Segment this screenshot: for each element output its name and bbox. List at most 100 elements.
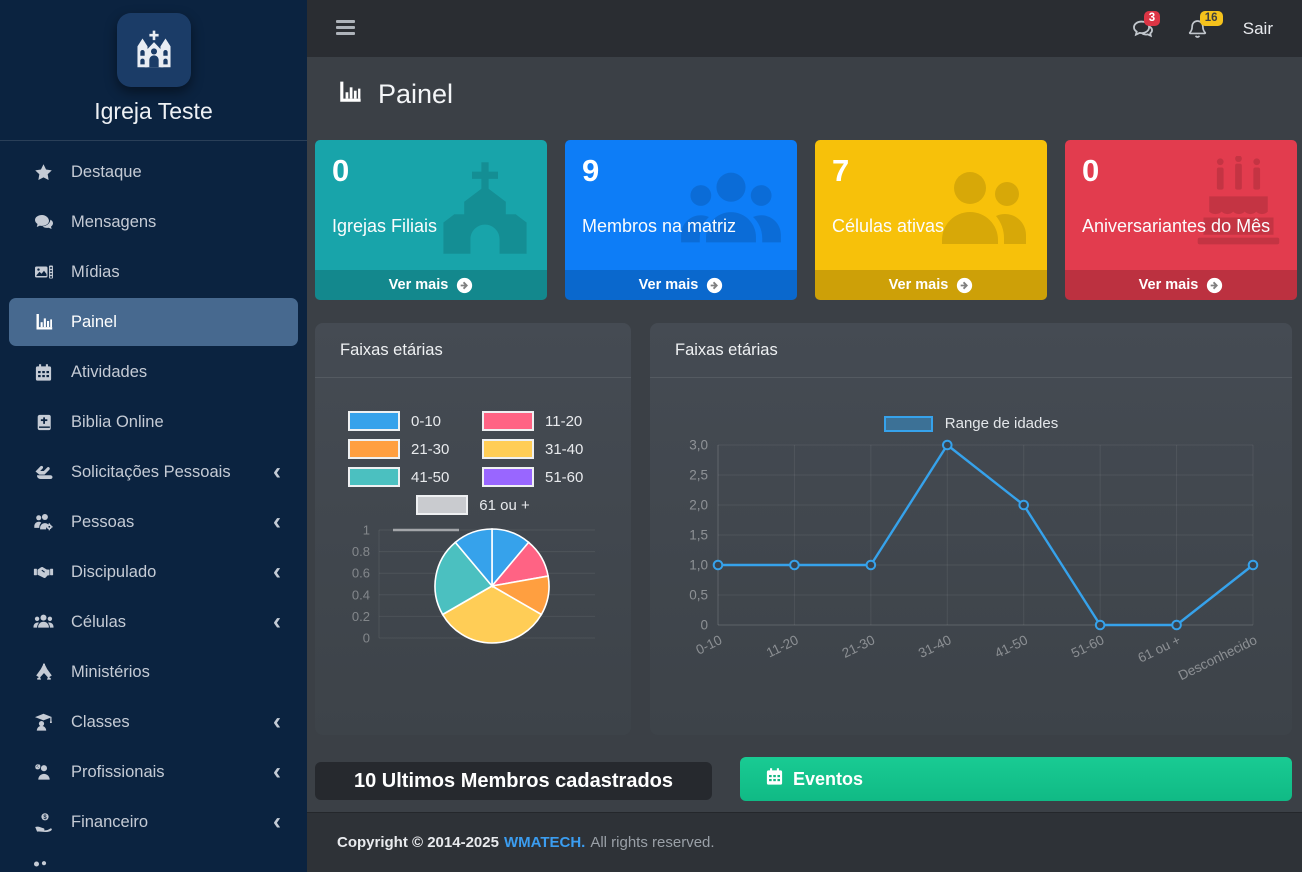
events-panel-header: Eventos (740, 757, 1292, 801)
age-ranges-pie-panel: Faixas etárias 0-10 11-20 21-30 31-40 41… (315, 323, 631, 735)
svg-text:3,0: 3,0 (689, 438, 708, 453)
ver-mais-label: Ver mais (388, 277, 449, 293)
legend-label: 51-60 (545, 468, 584, 486)
pie-legend-item[interactable]: 61 ou + (416, 495, 530, 515)
page-header: Painel (337, 79, 453, 110)
card-value: 0 (332, 153, 350, 188)
ver-mais-link[interactable]: Ver mais (315, 270, 547, 300)
logout-link[interactable]: Sair (1242, 18, 1273, 38)
stat-cards: 0 Igrejas Filiais Ver mais 9 Membros na … (315, 140, 1297, 300)
pie-legend-item[interactable]: 11-20 (482, 411, 598, 431)
legend-swatch (348, 467, 400, 487)
card-membros-matriz: 9 Membros na matriz Ver mais (565, 140, 797, 300)
sidebar-item-label: Destaque (71, 162, 142, 181)
card-label: Membros na matriz (582, 216, 737, 236)
pie-legend-item[interactable]: 51-60 (482, 467, 598, 487)
graduation-icon (31, 712, 56, 732)
ver-mais-link[interactable]: Ver mais (565, 270, 797, 300)
svg-text:51-60: 51-60 (1069, 632, 1107, 661)
user-doctor-icon (31, 762, 56, 782)
sidebar-item-celulas[interactable]: Células (0, 597, 307, 647)
line-legend-item[interactable]: Range de idades (650, 415, 1292, 432)
svg-text:21-30: 21-30 (840, 632, 878, 661)
sidebar-item-pessoas[interactable]: Pessoas (0, 497, 307, 547)
ver-mais-label: Ver mais (638, 277, 699, 293)
notifications-bell-icon[interactable]: 16 (1187, 10, 1223, 40)
svg-text:61 ou +: 61 ou + (1135, 632, 1183, 665)
messages-badge: 3 (1143, 10, 1161, 26)
handshake-icon (31, 562, 56, 582)
sidebar-item-label: Mensagens (71, 212, 157, 231)
sidebar-item-discipulado[interactable]: Discipulado (0, 547, 307, 597)
sidebar-item-label: Células (71, 612, 127, 631)
svg-text:0: 0 (700, 618, 708, 633)
church-icon (433, 156, 537, 265)
card-igrejas-filiais: 0 Igrejas Filiais Ver mais (315, 140, 547, 300)
users-icon (675, 156, 787, 265)
arrow-circle-right-icon (1207, 277, 1223, 293)
pie-legend-item[interactable]: 0-10 (348, 411, 464, 431)
svg-text:31-40: 31-40 (916, 632, 954, 661)
svg-text:Desconhecido: Desconhecido (1176, 632, 1259, 683)
age-ranges-line-panel: Faixas etárias Range de idades 0 0,5 1,0 1,… (650, 323, 1292, 735)
legend-swatch (348, 439, 400, 459)
topbar: 3 16 Sair (307, 0, 1302, 57)
sidebar-item-atividades[interactable]: Atividades (0, 347, 307, 397)
bible-icon (31, 413, 56, 432)
svg-text:0,5: 0,5 (689, 588, 708, 603)
card-label: Células ativas (832, 216, 945, 236)
brand-name: Igreja Teste (94, 98, 213, 124)
sidebar-item-label: Ministérios (71, 662, 150, 681)
svg-text:1: 1 (363, 523, 370, 538)
sidebar-item-midias[interactable]: Mídias (0, 247, 307, 297)
sidebar-item-label: Painel (71, 312, 117, 331)
hamburger-menu-icon[interactable] (336, 20, 355, 38)
sidebar-item-ministerios[interactable]: Ministérios (0, 647, 307, 697)
panel-title: Faixas etárias (315, 323, 631, 378)
legend-swatch (348, 411, 400, 431)
users-icon-partial (31, 860, 52, 872)
svg-text:2,5: 2,5 (689, 468, 708, 483)
arrow-circle-right-icon (707, 277, 723, 293)
pie-legend-item[interactable]: 41-50 (348, 467, 464, 487)
notifications-badge: 16 (1199, 10, 1223, 26)
legend-swatch (482, 439, 534, 459)
sidebar-item-financeiro[interactable]: $ Financeiro (0, 797, 307, 847)
pie-legend-item[interactable]: 31-40 (482, 439, 598, 459)
hand-dollar-icon: $ (31, 812, 56, 832)
svg-text:0: 0 (363, 631, 370, 646)
card-label: Igrejas Filiais (332, 216, 438, 236)
sidebar-item-profissionais[interactable]: Profissionais (0, 747, 307, 797)
svg-text:1,5: 1,5 (689, 528, 708, 543)
hands-icon (31, 462, 56, 482)
praying-hands-icon (31, 662, 56, 682)
sidebar-item-painel[interactable]: Painel (9, 298, 298, 346)
sidebar-item-classes[interactable]: Classes (0, 697, 307, 747)
sidebar-item-destaque[interactable]: Destaque (0, 147, 307, 197)
brand[interactable]: Igreja Teste (0, 0, 307, 141)
ver-mais-link[interactable]: Ver mais (815, 270, 1047, 300)
legend-label: 0-10 (411, 412, 442, 430)
footer-brand-link[interactable]: WMATECH. (503, 834, 586, 851)
calendar-icon (31, 363, 56, 382)
card-value: 7 (832, 153, 850, 188)
sidebar: Igreja Teste Destaque Mensagens Mídias P… (0, 0, 307, 872)
sidebar-item-label: Pessoas (71, 512, 135, 531)
events-title: Eventos (793, 768, 864, 789)
legend-swatch (883, 415, 933, 432)
latest-members-panel-header: 10 Ultimos Membros cadastrados (315, 762, 712, 800)
legend-label: 21-30 (411, 440, 450, 458)
chart-bar-icon (31, 312, 56, 332)
svg-text:0.2: 0.2 (352, 609, 370, 624)
messages-icon[interactable]: 3 (1131, 10, 1161, 40)
page-title: Painel (378, 79, 454, 109)
svg-text:1,0: 1,0 (689, 558, 708, 573)
birthday-cake-icon (1189, 155, 1287, 257)
pie-legend-item[interactable]: 21-30 (348, 439, 464, 459)
sidebar-item-solicitacoes-pessoais[interactable]: Solicitações Pessoais (0, 447, 307, 497)
sidebar-item-label: Mídias (71, 262, 120, 281)
sidebar-item-mensagens[interactable]: Mensagens (0, 197, 307, 247)
sidebar-item-biblia-online[interactable]: Biblia Online (0, 397, 307, 447)
star-icon (31, 163, 56, 182)
ver-mais-link[interactable]: Ver mais (1065, 270, 1297, 300)
